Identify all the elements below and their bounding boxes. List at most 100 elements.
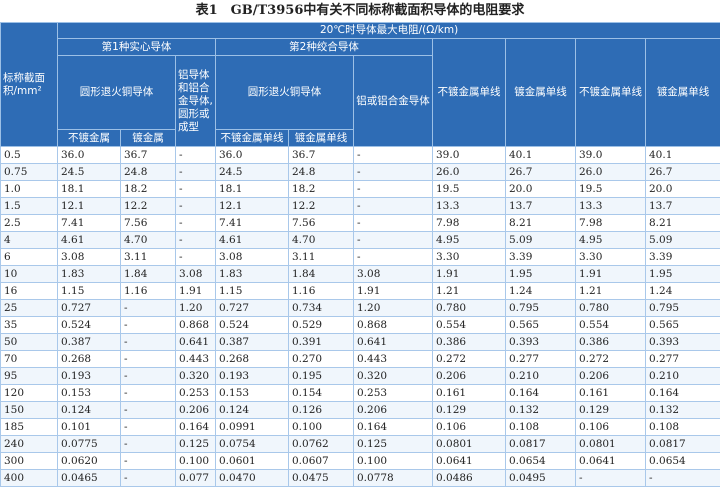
table-cell: 13.7 bbox=[644, 197, 720, 215]
table-cell: 3.08 bbox=[215, 248, 289, 266]
table-cell: 0.868 bbox=[353, 316, 433, 334]
table-cell: 0.393 bbox=[505, 333, 576, 351]
table-cell: 3.11 bbox=[288, 248, 354, 266]
table-cell: 0.253 bbox=[175, 384, 216, 402]
table-cell: 0.108 bbox=[644, 418, 720, 436]
table-cell: 4 bbox=[0, 231, 58, 249]
table-cell: 0.206 bbox=[432, 367, 506, 385]
table-cell: 35 bbox=[0, 316, 58, 334]
table-row: 1.0 18.1 18.2-18.1 18.2-19.5 20.0 19.5 20.0 bbox=[0, 180, 720, 198]
table-cell: 13.7 bbox=[505, 197, 576, 215]
table-cell: - bbox=[120, 384, 176, 402]
table-cell: 0.129 bbox=[432, 401, 506, 419]
table-cell: 0.164 bbox=[353, 418, 433, 436]
table-cell: 25 bbox=[0, 299, 58, 317]
table-cell: 0.0607 bbox=[288, 452, 354, 470]
table-cell: 0.75 bbox=[0, 163, 58, 181]
table-cell: 3.08 bbox=[353, 265, 433, 283]
table-cell: 13.3 bbox=[432, 197, 506, 215]
table-title: 表1 GB/T3956中有关不同标称截面积导体的电阻要求 bbox=[195, 3, 525, 18]
table-cell: 0.320 bbox=[353, 367, 433, 385]
table-cell: 1.16 bbox=[288, 282, 354, 300]
table-row: 35 0.524-0.868 0.524 0.529 0.868 0.554 0.565 0.… bbox=[0, 316, 720, 334]
table-cell: 1.16 bbox=[120, 282, 176, 300]
table-cell: 0.210 bbox=[644, 367, 720, 385]
table-cell: 36.0 bbox=[215, 146, 289, 164]
table-cell: 0.0486 bbox=[432, 469, 506, 487]
table-cell: 0.270 bbox=[288, 350, 354, 368]
table-cell: 0.565 bbox=[505, 316, 576, 334]
table-body: 0.5 36.0 36.7-36.0 36.7-39.0 40.1 39.0 40.1 0.7… bbox=[0, 146, 720, 487]
table-cell: - bbox=[120, 435, 176, 453]
table-cell: 24.8 bbox=[120, 163, 176, 181]
table-cell: 18.2 bbox=[288, 180, 354, 198]
table-cell: - bbox=[120, 452, 176, 470]
table-cell: 0.387 bbox=[215, 333, 289, 351]
table-cell: 0.253 bbox=[353, 384, 433, 402]
table-cell: - bbox=[120, 299, 176, 317]
table-cell: 4.95 bbox=[575, 231, 646, 249]
table-cell: 0.100 bbox=[175, 452, 216, 470]
table-cell: 0.393 bbox=[644, 333, 720, 351]
table-cell: 0.0817 bbox=[644, 435, 720, 453]
table-cell: 24.5 bbox=[215, 163, 289, 181]
table-cell: 0.0754 bbox=[215, 435, 289, 453]
table-cell: 0.386 bbox=[432, 333, 506, 351]
table-cell: - bbox=[353, 163, 433, 181]
header-cell: 镀金属单线 bbox=[644, 38, 720, 147]
table-cell: 0.153 bbox=[215, 384, 289, 402]
table-cell: 1.84 bbox=[288, 265, 354, 283]
table-cell: 36.0 bbox=[57, 146, 121, 164]
table-cell: 0.868 bbox=[175, 316, 216, 334]
table-row: 70 0.268-0.443 0.268 0.270 0.443 0.272 0.277 0.… bbox=[0, 350, 720, 368]
table-cell: 70 bbox=[0, 350, 58, 368]
table-cell: 0.124 bbox=[215, 401, 289, 419]
table-cell: 0.193 bbox=[57, 367, 121, 385]
table-cell: 0.132 bbox=[505, 401, 576, 419]
table-cell: 1.21 bbox=[432, 282, 506, 300]
table-row: 95 0.193-0.320 0.193 0.195 0.320 0.206 0.210 0.… bbox=[0, 367, 720, 385]
header-cell: 不镀金属 bbox=[57, 129, 121, 147]
table-cell: 3.11 bbox=[120, 248, 176, 266]
table-cell: 1.21 bbox=[575, 282, 646, 300]
table-cell: 12.2 bbox=[288, 197, 354, 215]
table-row: 1.5 12.1 12.2-12.1 12.2-13.3 13.7 13.3 13.7 bbox=[0, 197, 720, 215]
table-cell: 13.3 bbox=[575, 197, 646, 215]
table-cell: 18.2 bbox=[120, 180, 176, 198]
table-cell: - bbox=[175, 163, 216, 181]
table-cell: - bbox=[353, 197, 433, 215]
table-cell: 0.272 bbox=[575, 350, 646, 368]
table-cell: 10 bbox=[0, 265, 58, 283]
table-cell: 1.83 bbox=[57, 265, 121, 283]
table-cell: - bbox=[353, 180, 433, 198]
table-cell: 0.0475 bbox=[288, 469, 354, 487]
table-cell: 0.443 bbox=[175, 350, 216, 368]
table-cell: 0.0762 bbox=[288, 435, 354, 453]
table-cell: 0.0991 bbox=[215, 418, 289, 436]
table-row: 4 4.61 4.70-4.61 4.70-4.95 5.09 4.95 5.09 bbox=[0, 231, 720, 249]
table-cell: 0.320 bbox=[175, 367, 216, 385]
table-cell: 1.91 bbox=[575, 265, 646, 283]
table-cell: 0.164 bbox=[505, 384, 576, 402]
table-cell: - bbox=[644, 469, 720, 487]
table-cell: 5.09 bbox=[505, 231, 576, 249]
resistance-table: 标称截面积/mm² 20℃时导体最大电阻/(Ω/km) 第1种实心导体 第2种绞… bbox=[0, 22, 720, 487]
table-cell: 1.15 bbox=[57, 282, 121, 300]
table-cell: 1.20 bbox=[175, 299, 216, 317]
table-cell: 1.91 bbox=[432, 265, 506, 283]
table-cell: 7.41 bbox=[57, 214, 121, 232]
table-cell: 240 bbox=[0, 435, 58, 453]
table-cell: 0.206 bbox=[353, 401, 433, 419]
table-cell: 0.524 bbox=[57, 316, 121, 334]
header-cell: 不镀金属单线 bbox=[432, 38, 506, 147]
table-cell: 0.077 bbox=[175, 469, 216, 487]
table-cell: 0.206 bbox=[575, 367, 646, 385]
table-cell: 0.106 bbox=[575, 418, 646, 436]
table-cell: - bbox=[175, 231, 216, 249]
table-cell: 3.30 bbox=[575, 248, 646, 266]
table-cell: 0.193 bbox=[215, 367, 289, 385]
table-cell: 0.0470 bbox=[215, 469, 289, 487]
table-cell: 1.20 bbox=[353, 299, 433, 317]
table-cell: - bbox=[175, 146, 216, 164]
